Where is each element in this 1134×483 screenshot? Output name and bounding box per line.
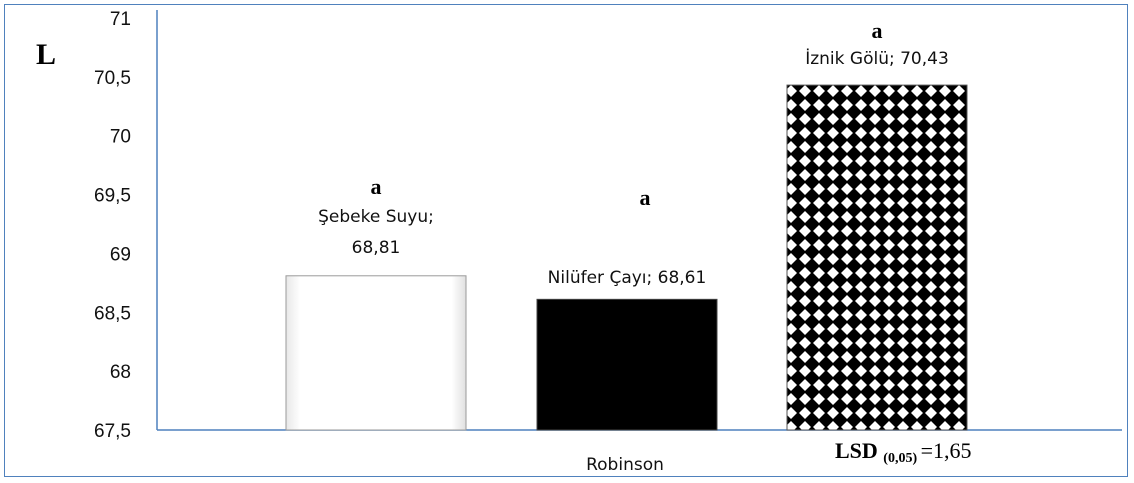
data-label: İznik Gölü; 70,43 xyxy=(805,48,949,69)
data-label: 68,81 xyxy=(352,238,401,258)
y-tick-label: 71 xyxy=(110,9,131,30)
data-label: Nilüfer Çayı; 68,61 xyxy=(548,268,707,288)
y-tick-label: 70 xyxy=(110,127,131,148)
significance-letter: a xyxy=(371,174,382,199)
significance-letter: a xyxy=(872,18,883,43)
y-tick-label: 70,5 xyxy=(94,68,131,89)
x-axis-title: Robinson xyxy=(586,455,664,475)
y-tick-label: 67,5 xyxy=(94,421,131,442)
bar-1 xyxy=(285,275,467,431)
plot-area: 67,5 68 68,5 69 69,5 70 70,5 71 La Şebeke Suyu; 68… xyxy=(36,9,1122,475)
y-tick-label: 68 xyxy=(110,362,131,383)
data-label: Şebeke Suyu; xyxy=(318,207,434,227)
bar-2 xyxy=(536,298,718,431)
y-tick-label: 69 xyxy=(110,244,131,265)
y-axis-title: L xyxy=(36,38,56,71)
bar-3 xyxy=(786,84,968,431)
significance-letter: a xyxy=(640,185,651,210)
lsd-annotation: LSD (0,05) =1,65 xyxy=(835,438,972,466)
y-tick-label: 69,5 xyxy=(94,186,131,207)
y-tick-label: 68,5 xyxy=(94,303,131,324)
